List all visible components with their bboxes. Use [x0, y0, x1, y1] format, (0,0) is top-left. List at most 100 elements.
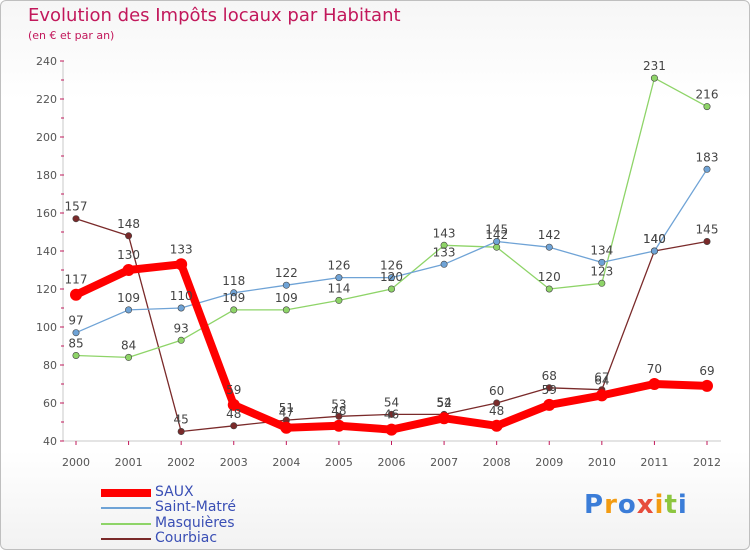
data-point — [125, 353, 133, 361]
data-label: 133 — [433, 245, 456, 259]
data-label: 48 — [226, 407, 241, 421]
data-label: 84 — [121, 338, 136, 352]
data-label: 59 — [542, 383, 557, 397]
data-point — [595, 389, 608, 402]
page-title: Evolution des Impôts locaux par Habitant — [28, 5, 401, 26]
data-point — [493, 399, 501, 407]
y-tick-label: 100 — [36, 321, 57, 334]
y-tick-label: 60 — [43, 397, 57, 410]
data-point — [122, 264, 135, 276]
data-label: 145 — [696, 223, 719, 237]
y-tick-label: 200 — [36, 131, 57, 144]
y-tick-label: 160 — [36, 207, 57, 220]
data-label: 51 — [279, 401, 294, 415]
logo-letter: x — [636, 490, 655, 520]
data-label: 54 — [384, 395, 399, 409]
data-labels: 117 130 133 59 47 48 46 52 48 59 64 70 69 97 109 110 118… — [65, 59, 719, 426]
logo-letter: i — [654, 490, 665, 520]
data-label: 231 — [643, 59, 666, 73]
x-tick-label: 2006 — [378, 456, 406, 469]
data-point — [282, 306, 290, 314]
data-point — [545, 285, 553, 293]
data-label: 53 — [331, 397, 346, 411]
data-label: 60 — [489, 384, 504, 398]
data-point — [385, 423, 398, 436]
chart-axes: 40 60 80 100 120 140 160 180 200 220 240 2000 2001 20… — [36, 55, 721, 469]
data-label: 183 — [696, 150, 719, 164]
x-tick-label: 2000 — [62, 456, 90, 469]
data-label: 70 — [647, 362, 662, 376]
x-tick-label: 2010 — [588, 456, 616, 469]
data-point — [648, 378, 661, 390]
legend-label: Masquières — [155, 514, 235, 531]
logo-letter: i — [677, 490, 688, 520]
data-label: 52 — [436, 396, 451, 410]
data-point — [387, 274, 395, 282]
y-tick-label: 40 — [43, 435, 57, 448]
series-lines — [70, 74, 713, 436]
data-point — [440, 260, 448, 268]
data-label: 45 — [174, 413, 189, 427]
data-label: 140 — [643, 232, 666, 246]
data-point — [175, 258, 188, 271]
x-tick-label: 2003 — [220, 456, 248, 469]
data-label: 85 — [68, 337, 83, 351]
data-label: 48 — [331, 404, 346, 418]
legend-swatch — [101, 522, 151, 525]
data-label: 67 — [594, 371, 609, 385]
data-label: 216 — [696, 88, 719, 102]
data-point — [598, 279, 606, 287]
x-tick-label: 2011 — [640, 456, 668, 469]
data-point — [543, 398, 556, 411]
data-label: 120 — [380, 270, 403, 284]
data-point — [230, 306, 238, 314]
data-point — [282, 281, 290, 289]
data-label: 140 — [643, 232, 666, 246]
logo-letter: r — [604, 490, 618, 520]
legend-swatch — [101, 489, 151, 497]
data-label: 123 — [590, 264, 613, 278]
page-subtitle: (en € et par an) — [28, 29, 115, 42]
data-label: 130 — [117, 248, 140, 262]
data-point — [332, 419, 345, 432]
data-label: 47 — [279, 406, 294, 420]
data-point — [72, 329, 80, 337]
data-label: 126 — [327, 259, 350, 273]
y-tick-label: 180 — [36, 169, 57, 182]
x-tick-label: 2001 — [115, 456, 143, 469]
data-label: 133 — [170, 242, 193, 256]
proxiti-logo: Proxiti — [584, 490, 688, 520]
data-label: 48 — [489, 404, 504, 418]
data-label: 114 — [327, 281, 350, 295]
y-tick-label: 140 — [36, 245, 57, 258]
data-point — [387, 285, 395, 293]
x-tick-label: 2009 — [535, 456, 563, 469]
legend-label: Saint-Matré — [155, 499, 236, 516]
x-tick-label: 2002 — [167, 456, 195, 469]
data-point — [490, 419, 503, 432]
logo-letter: t — [664, 490, 678, 520]
legend-swatch — [101, 507, 151, 510]
y-tick-label: 80 — [43, 359, 57, 372]
data-point — [703, 238, 711, 246]
data-point — [125, 232, 133, 240]
data-point — [335, 274, 343, 282]
data-label: 120 — [538, 270, 561, 284]
data-label: 142 — [485, 228, 508, 242]
data-point — [72, 351, 80, 359]
x-tick-label: 2007 — [430, 456, 458, 469]
data-label: 68 — [542, 369, 557, 383]
data-label: 110 — [170, 289, 193, 303]
y-tick-label: 240 — [36, 55, 57, 68]
data-label: 142 — [538, 228, 561, 242]
series-line — [75, 77, 708, 359]
data-label: 109 — [117, 291, 140, 305]
data-label: 148 — [117, 217, 140, 231]
data-label: 117 — [65, 273, 88, 287]
data-point — [438, 412, 451, 425]
data-point — [703, 103, 711, 111]
data-point — [650, 74, 658, 82]
data-point — [125, 306, 133, 314]
data-point — [545, 384, 553, 392]
